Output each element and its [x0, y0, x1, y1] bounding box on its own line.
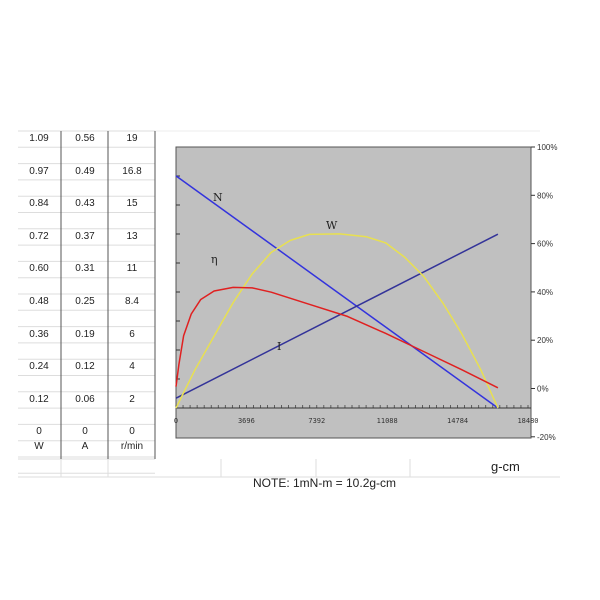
table-cell: 0.12 — [29, 393, 49, 405]
series-line-2 — [175, 233, 499, 409]
series-line-0 — [175, 175, 499, 409]
table-cell: 0.37 — [75, 230, 95, 242]
table-unit-header: A — [81, 441, 89, 452]
series-label-i: I — [277, 340, 281, 353]
right-tick-label: 100% — [537, 143, 557, 152]
table-cell: 0.19 — [75, 328, 95, 340]
table-cell: 16.8 — [122, 165, 142, 177]
table-cell: 0.31 — [75, 263, 95, 275]
table-cell: 0.48 — [29, 296, 49, 307]
series-label-w: W — [326, 219, 338, 232]
table-cell: 4 — [129, 361, 135, 373]
table-cell: 0.25 — [75, 296, 95, 307]
table-cell: 0.97 — [29, 165, 49, 177]
series-label-n: N — [213, 191, 223, 204]
table-cell: 13 — [126, 230, 138, 242]
table-unit-header: W — [34, 441, 44, 452]
series-line-3 — [175, 286, 499, 389]
table-cell: 2 — [129, 393, 135, 405]
table-cell: 0 — [129, 426, 135, 438]
table-cell: 0.36 — [29, 328, 49, 340]
table-cell: 11 — [126, 263, 138, 275]
table-cell: 0.72 — [29, 230, 49, 242]
table-cell: 0.56 — [75, 133, 95, 144]
right-tick-label: -20% — [537, 433, 556, 442]
table-cell: 0.24 — [29, 361, 49, 373]
table-cell: 19 — [126, 133, 138, 144]
conversion-note: NOTE: 1mN-m = 10.2g-cm — [253, 476, 397, 490]
right-tick-label: 60% — [537, 240, 553, 249]
series-line-1 — [175, 233, 499, 399]
series-label-eta: η — [211, 253, 218, 266]
table-cell: 0.12 — [75, 361, 95, 373]
table-cell: 8.4 — [125, 296, 139, 307]
table-cell: 0.49 — [75, 165, 95, 177]
x-tick-label: 0 — [174, 417, 178, 425]
x-tick-label: 14784 — [447, 417, 468, 425]
table-cell: 15 — [126, 198, 138, 210]
right-tick-label: 20% — [537, 336, 553, 345]
right-tick-label: 40% — [537, 288, 553, 297]
table-cell: 0 — [82, 426, 88, 438]
x-tick-label: 3696 — [238, 417, 255, 425]
x-tick-label: 18480 — [517, 417, 538, 425]
table-cell: 0 — [36, 426, 42, 438]
table-cell: 6 — [129, 328, 135, 340]
x-tick-label: 11088 — [377, 417, 398, 425]
table-cell: 0.06 — [75, 393, 95, 405]
table-cell: 0.84 — [29, 198, 49, 210]
table-cell: 1.09 — [29, 133, 49, 144]
series-group — [175, 175, 499, 409]
table-unit-header: r/min — [120, 441, 144, 452]
right-tick-label: 80% — [537, 191, 553, 200]
axes: 0 3696 7392 11088 14784 18480 100% 80% 60% 40% 20%… — [174, 143, 558, 442]
right-tick-label: 0% — [537, 385, 549, 394]
x-tick-label: 7392 — [308, 417, 325, 425]
table-cell: 0.60 — [29, 263, 49, 275]
table-cell: 0.43 — [75, 198, 95, 210]
spreadsheet-grid — [18, 130, 560, 478]
x-axis-unit: g-cm — [491, 459, 520, 474]
series-labels: N W η I — [211, 191, 338, 353]
